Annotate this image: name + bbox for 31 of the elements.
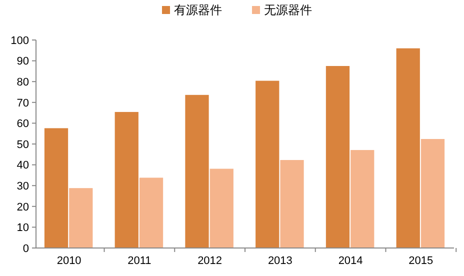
y-tick-label: 30 — [16, 180, 29, 192]
x-tick-label: 2014 — [338, 255, 363, 267]
bar — [69, 188, 93, 248]
legend-label: 无源器件 — [264, 3, 312, 17]
y-tick-label: 50 — [16, 138, 29, 151]
x-tick-label: 2013 — [268, 255, 292, 267]
y-tick-label: 20 — [16, 201, 29, 214]
bar — [185, 94, 209, 248]
y-tick-label: 100 — [10, 34, 29, 47]
y-tick-label: 40 — [16, 160, 29, 172]
bar — [44, 128, 68, 248]
bar — [210, 168, 234, 248]
bar — [326, 66, 350, 248]
bar — [396, 48, 420, 248]
y-tick-label: 10 — [16, 222, 29, 234]
bar — [350, 150, 374, 248]
y-tick-label: 0 — [22, 242, 29, 255]
legend-label: 有源器件 — [174, 3, 222, 17]
y-tick-label: 90 — [16, 56, 29, 68]
y-tick-label: 70 — [16, 97, 29, 110]
y-tick-label: 60 — [16, 118, 29, 130]
x-tick-label: 2015 — [408, 255, 434, 267]
y-tick-label: 80 — [16, 76, 29, 88]
bar — [139, 178, 164, 248]
x-tick-label: 2012 — [198, 255, 222, 267]
x-tick-label: 2011 — [128, 255, 152, 267]
bar — [420, 139, 445, 248]
x-tick-label: 2010 — [56, 255, 82, 267]
bar — [256, 80, 280, 248]
bar — [114, 112, 138, 248]
bar — [280, 160, 304, 248]
